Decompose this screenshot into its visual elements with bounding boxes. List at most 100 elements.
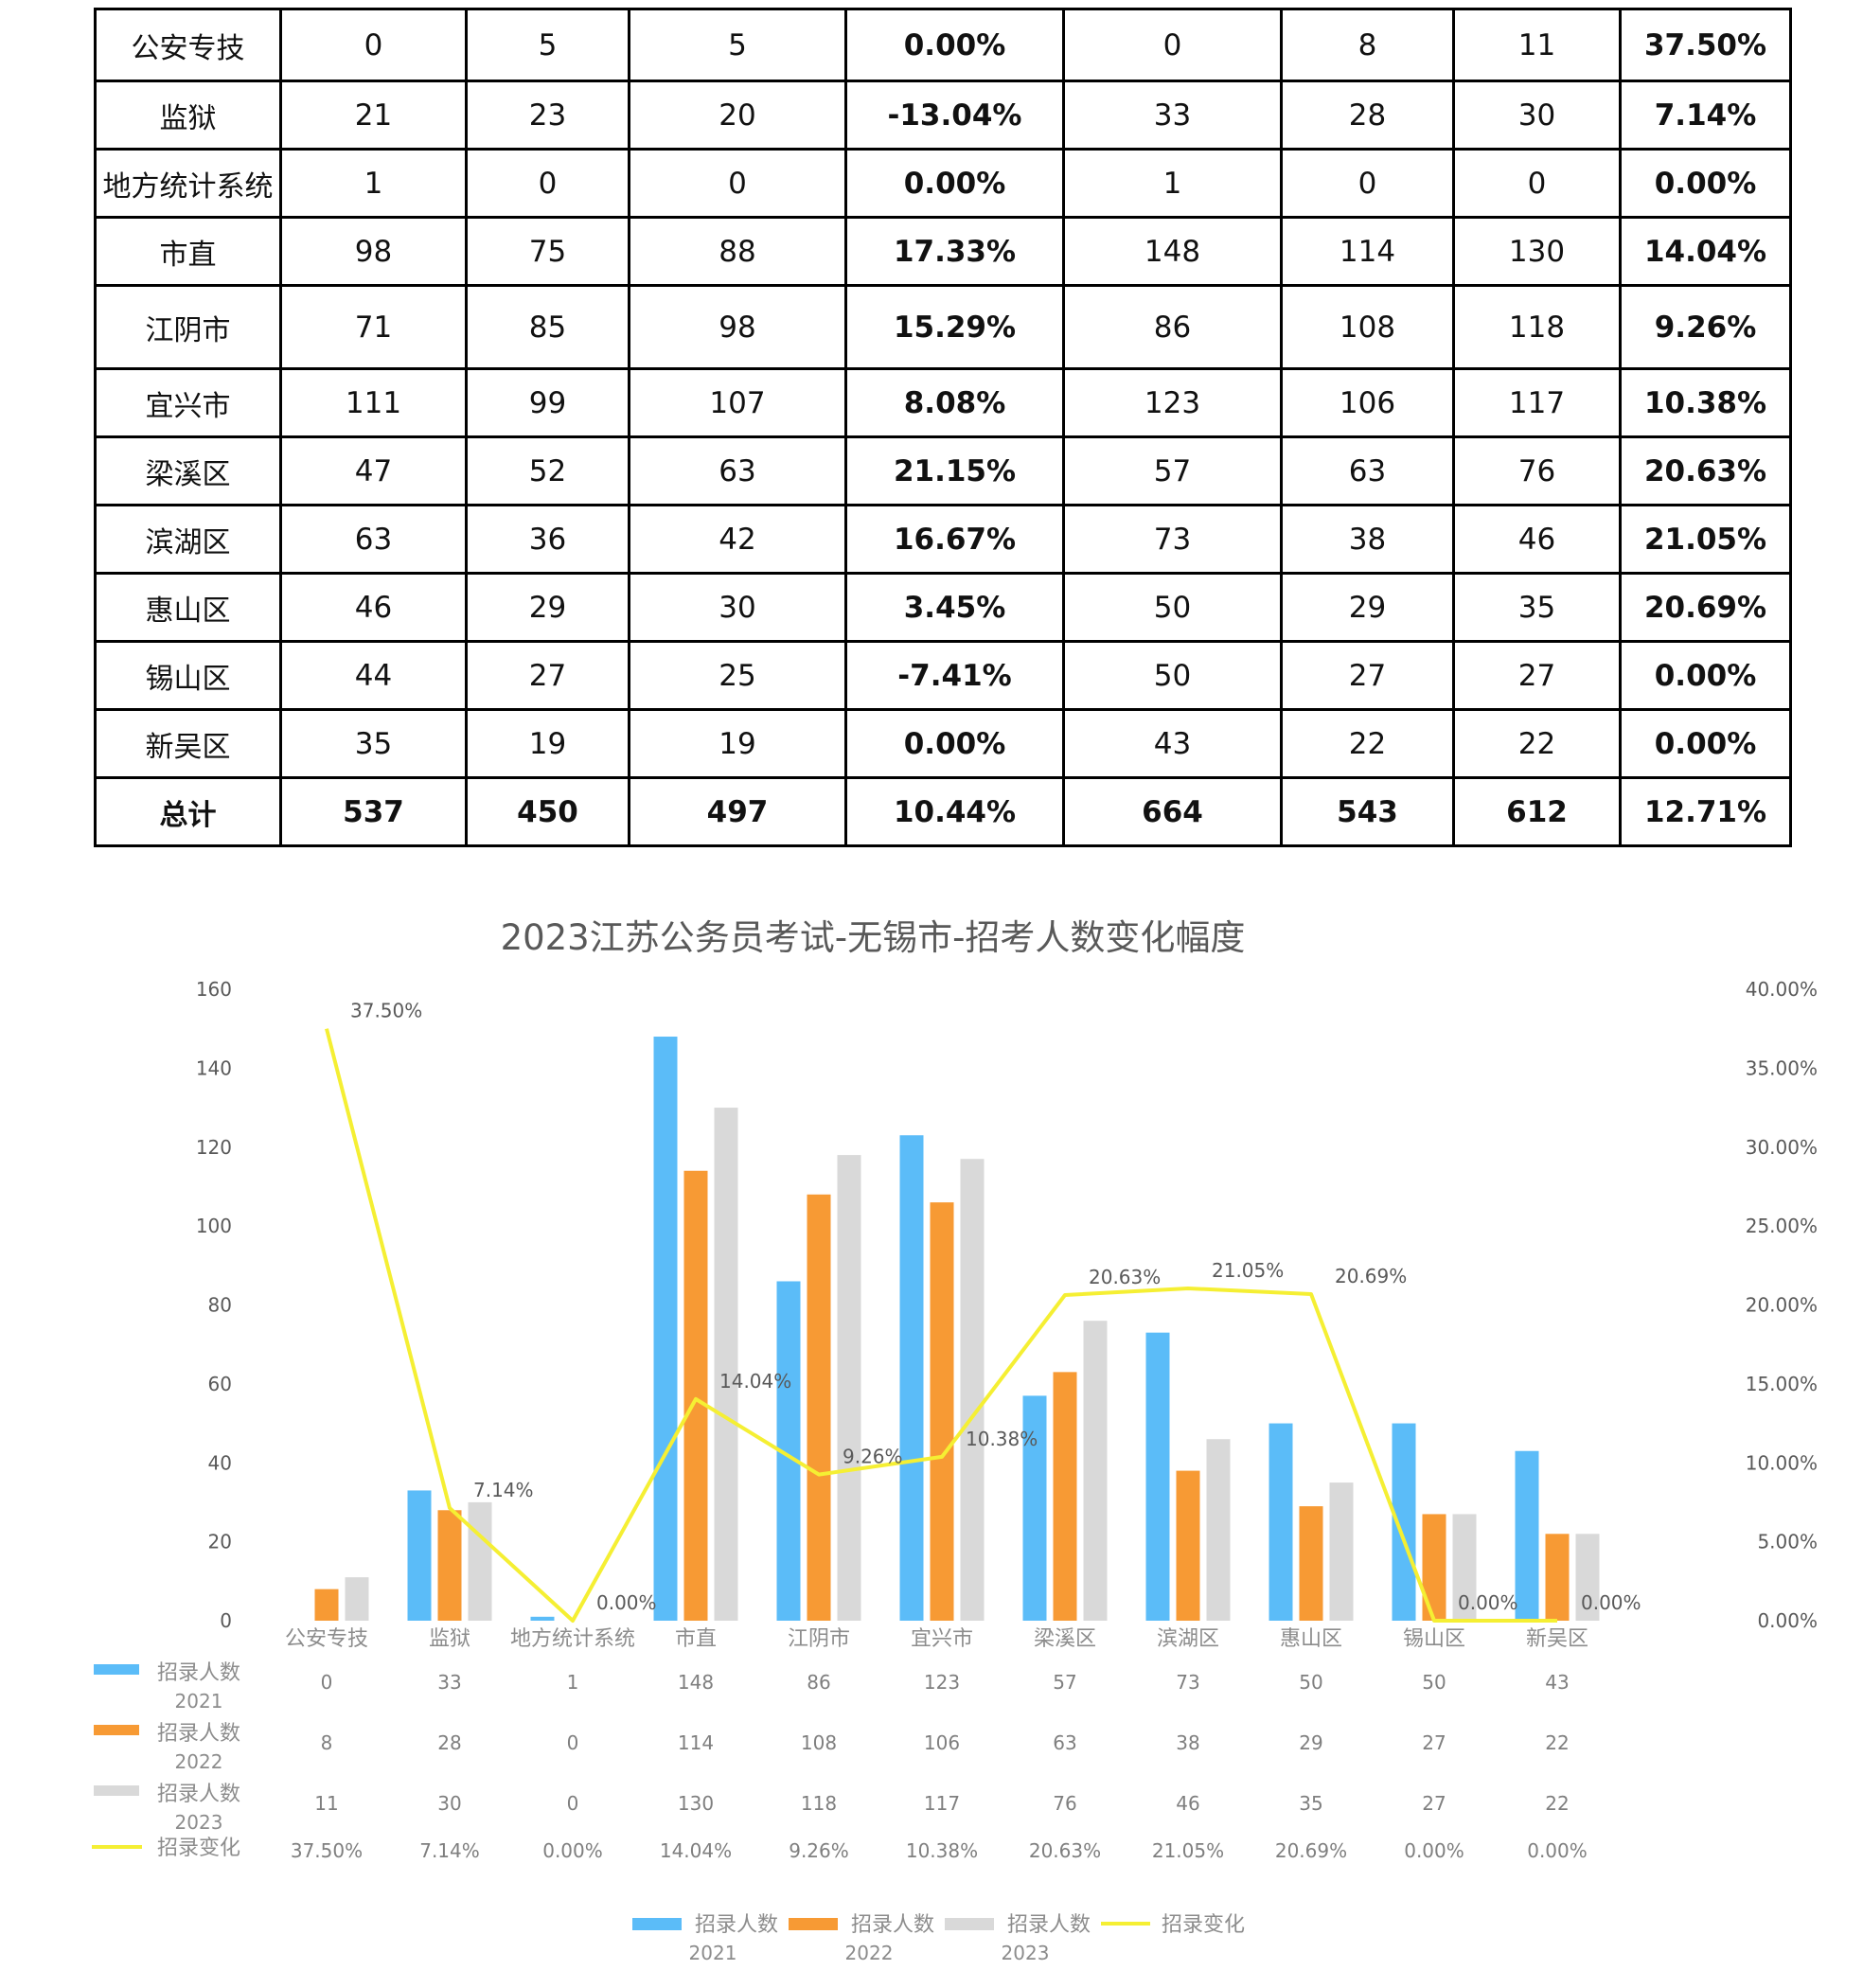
right-axis-tick: 30.00% <box>1746 1136 1818 1159</box>
table-row: 江阴市 71 85 98 15.29% 86 108 118 9.26% <box>94 284 1792 370</box>
table-cell: 20.63% <box>1619 435 1792 506</box>
row-label: 梁溪区 <box>94 435 282 506</box>
table-cell: 73 <box>1062 504 1283 575</box>
table-cell: 0 <box>279 8 468 82</box>
table-cell: 22 <box>1545 1792 1569 1815</box>
left-axis-tick: 100 <box>196 1215 232 1237</box>
table-cell: 43 <box>1545 1671 1569 1694</box>
bar-2023 <box>1083 1321 1108 1621</box>
bar-2023 <box>345 1577 369 1621</box>
right-axis-tick: 5.00% <box>1757 1531 1818 1553</box>
table-cell: 20 <box>628 80 847 151</box>
table-cell: 46 <box>1452 504 1622 575</box>
table-legend-key <box>94 1664 139 1675</box>
bar-2022 <box>807 1194 831 1621</box>
bar-series <box>314 1037 1600 1621</box>
bar-2022 <box>683 1170 708 1621</box>
table-cell: 52 <box>465 435 630 506</box>
table-cell: 0.00% <box>542 1839 603 1862</box>
table-cell: 63 <box>1280 435 1455 506</box>
table-cell: 1 <box>279 148 468 219</box>
table-cell: 57 <box>1062 435 1283 506</box>
table-cell: 36 <box>465 504 630 575</box>
table-legend-label: 招录人数 <box>157 1661 240 1685</box>
data-table-wrap: 公安专技 0 5 5 0.00% 0 8 11 37.50% 监狱 21 23 20 -13.04% 33 2… <box>94 8 1792 847</box>
bar-2021 <box>653 1037 678 1621</box>
table-cell: 0.00% <box>1527 1839 1588 1862</box>
table-cell: 8 <box>1280 8 1455 82</box>
category-label: 宜兴市 <box>911 1627 973 1651</box>
table-cell: 20.63% <box>1029 1839 1101 1862</box>
table-cell: 99 <box>465 367 630 438</box>
table-cell: 108 <box>1280 284 1455 370</box>
table-cell: 612 <box>1452 776 1622 847</box>
table-cell: 21.05% <box>1619 504 1792 575</box>
bar-2022 <box>1422 1514 1446 1621</box>
table-cell: 0.00% <box>1619 148 1792 219</box>
legend-year: 2022 <box>845 1942 894 1964</box>
table-cell: 73 <box>1176 1671 1199 1694</box>
legend-label: 招录人数 <box>1007 1913 1091 1937</box>
row-label: 新吴区 <box>94 708 282 779</box>
legend-year: 2023 <box>1002 1942 1050 1964</box>
table-cell: 88 <box>628 216 847 287</box>
right-axis-tick: 15.00% <box>1746 1373 1818 1395</box>
table-cell: 543 <box>1280 776 1455 847</box>
bar-2023 <box>1575 1534 1600 1621</box>
table-cell: 8 <box>321 1731 333 1754</box>
legend-label: 招录变化 <box>1162 1913 1245 1937</box>
bar-2022 <box>437 1510 462 1621</box>
table-cell: 0.00% <box>844 8 1065 82</box>
table-row: 锡山区 44 27 25 -7.41% 50 27 27 0.00% <box>94 640 1792 711</box>
bar-2023 <box>468 1501 492 1621</box>
table-cell: 37.50% <box>1619 8 1792 82</box>
table-cell: 46 <box>279 572 468 643</box>
category-label: 公安专技 <box>285 1627 368 1651</box>
table-cell: 118 <box>1452 284 1622 370</box>
table-cell: 35 <box>1452 572 1622 643</box>
table-row: 新吴区 35 19 19 0.00% 43 22 22 0.00% <box>94 708 1792 779</box>
table-row: 惠山区 46 29 30 3.45% 50 29 35 20.69% <box>94 572 1792 643</box>
row-label: 江阴市 <box>94 284 282 370</box>
row-label: 监狱 <box>94 80 282 151</box>
table-cell: 63 <box>628 435 847 506</box>
table-cell: 27 <box>465 640 630 711</box>
bar-2023 <box>837 1155 861 1621</box>
table-cell: 107 <box>628 367 847 438</box>
table-cell: 11 <box>1452 8 1622 82</box>
table-cell: 63 <box>279 504 468 575</box>
row-label: 滨湖区 <box>94 504 282 575</box>
legend-label: 招录人数 <box>695 1913 778 1937</box>
bar-2021 <box>1269 1423 1293 1621</box>
table-cell: 0.00% <box>1619 708 1792 779</box>
legend-label: 招录人数 <box>851 1913 934 1937</box>
line-data-label: 21.05% <box>1212 1259 1284 1282</box>
table-cell: 8.08% <box>844 367 1065 438</box>
data-table: 公安专技 0 5 5 0.00% 0 8 11 37.50% 监狱 21 23 20 -13.04% 33 2… <box>94 8 1792 847</box>
bar-2022 <box>1053 1372 1077 1621</box>
category-label: 市直 <box>675 1627 717 1651</box>
table-legend-label: 招录人数 <box>157 1722 240 1746</box>
table-cell: 98 <box>628 284 847 370</box>
table-legend-key <box>94 1785 139 1796</box>
chart-title: 2023江苏公务员考试-无锡市-招考人数变化幅度 <box>501 917 1246 958</box>
left-axis: 0 20 40 60 80 100 120 140 160 <box>196 978 232 1632</box>
table-cell: 0 <box>1062 8 1283 82</box>
bar-2022 <box>1545 1534 1570 1621</box>
table-cell: 10.38% <box>906 1839 978 1862</box>
table-cell: 50 <box>1299 1671 1322 1694</box>
table-cell: 0 <box>1280 148 1455 219</box>
row-label: 惠山区 <box>94 572 282 643</box>
table-cell: 22 <box>1452 708 1622 779</box>
table-cell: 19 <box>465 708 630 779</box>
table-cell: 50 <box>1062 640 1283 711</box>
table-cell: 9.26% <box>1619 284 1792 370</box>
bar-2022 <box>1299 1506 1323 1621</box>
table-cell: 5 <box>465 8 630 82</box>
table-cell: 0.00% <box>844 708 1065 779</box>
table-row: 监狱 21 23 20 -13.04% 33 28 30 7.14% <box>94 80 1792 151</box>
left-axis-tick: 60 <box>208 1373 232 1395</box>
table-cell: 9.26% <box>789 1839 849 1862</box>
bar-2022 <box>1176 1470 1200 1621</box>
table-cell: 0 <box>465 148 630 219</box>
